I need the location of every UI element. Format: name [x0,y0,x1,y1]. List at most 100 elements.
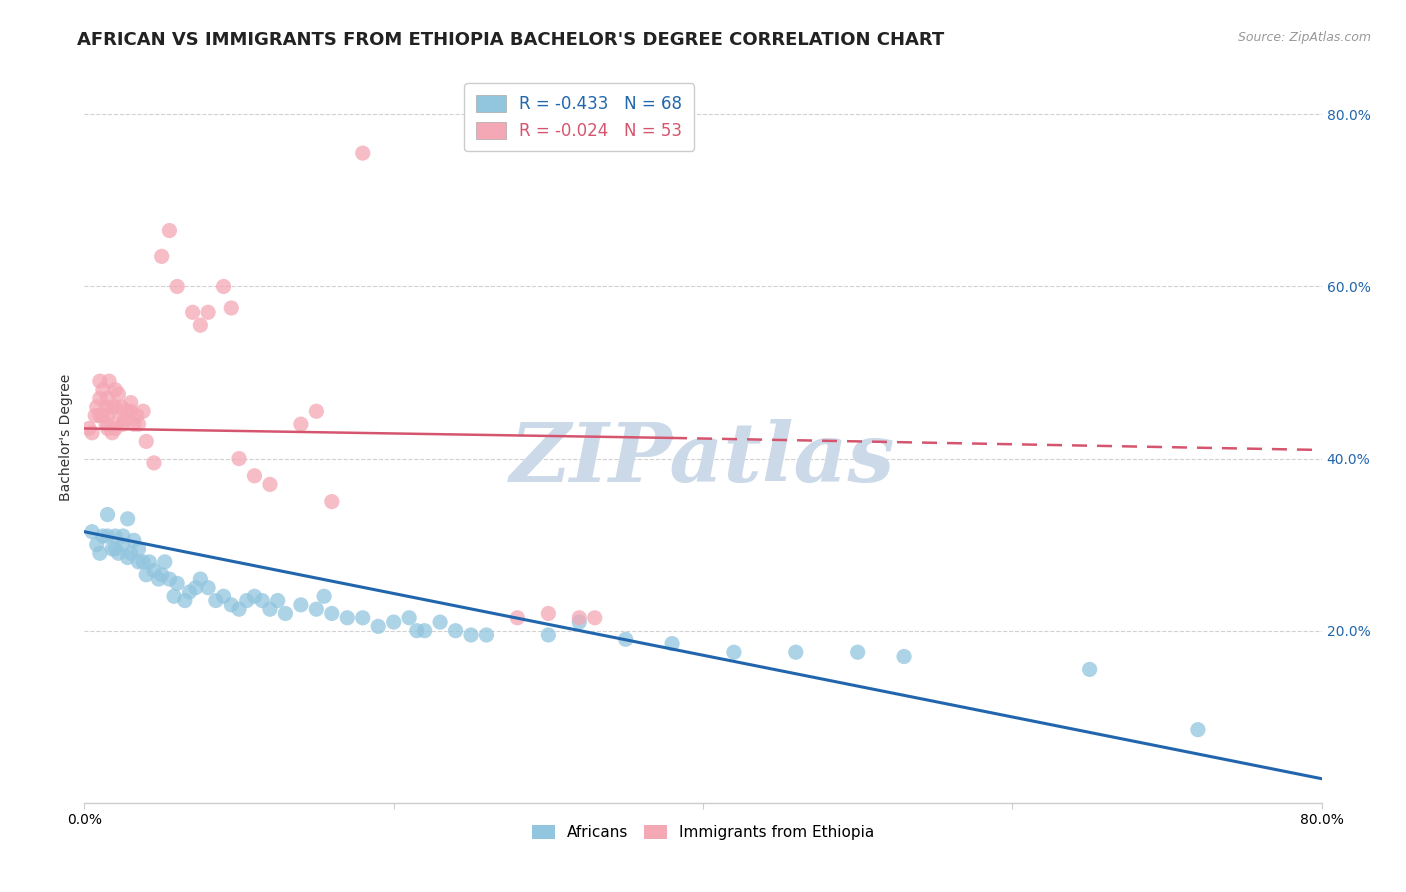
Point [96,508,118,522]
Point [184,581,207,595]
Point [120,404,142,418]
Point [86,400,108,414]
Point [82,524,104,539]
Point [219,598,242,612]
Point [661,637,683,651]
Point [382,615,405,629]
Point [219,301,242,315]
Point [91,409,114,423]
Point [205,593,228,607]
Point [110,400,132,414]
Point [104,383,127,397]
Point [127,541,149,556]
Point [94,400,117,414]
Point [135,567,157,582]
Point [132,555,155,569]
Point [96,421,118,435]
Point [336,611,359,625]
Point [89,374,111,388]
Point [104,421,127,435]
Point [212,279,235,293]
Text: ZIPatlas: ZIPatlas [510,419,896,499]
Point [228,451,250,466]
Point [785,645,807,659]
Point [112,417,135,432]
Point [274,607,297,621]
Point [444,624,467,638]
Point [94,417,117,432]
Point [104,529,127,543]
Point [107,387,129,401]
Point [352,146,374,161]
Point [197,305,219,319]
Point [104,400,127,414]
Point [127,417,149,432]
Point [197,581,219,595]
Point [143,564,166,578]
Point [125,409,148,423]
Point [367,619,389,633]
Point [96,392,118,406]
Point [1187,723,1209,737]
Point [568,611,591,625]
Point [290,417,312,432]
Point [112,538,135,552]
Point [82,425,104,440]
Point [537,607,560,621]
Point [212,589,235,603]
Point [267,593,290,607]
Point [413,624,436,638]
Point [174,593,197,607]
Point [352,611,374,625]
Point [101,541,124,556]
Point [429,615,451,629]
Point [159,223,180,237]
Point [122,417,145,432]
Point [188,572,211,586]
Point [1078,662,1101,676]
Point [96,529,118,543]
Point [243,589,266,603]
Point [104,541,127,556]
Point [506,611,529,625]
Point [84,409,107,423]
Point [846,645,869,659]
Point [89,546,111,560]
Point [166,279,188,293]
Point [117,512,139,526]
Point [228,602,250,616]
Legend: Africans, Immigrants from Ethiopia: Africans, Immigrants from Ethiopia [526,819,880,847]
Point [114,413,136,427]
Point [120,546,142,560]
Point [150,249,173,263]
Point [398,611,420,625]
Point [127,555,149,569]
Point [117,550,139,565]
Point [101,425,124,440]
Point [89,409,111,423]
Point [537,628,560,642]
Point [122,533,145,548]
Point [312,589,335,603]
Text: AFRICAN VS IMMIGRANTS FROM ETHIOPIA BACHELOR'S DEGREE CORRELATION CHART: AFRICAN VS IMMIGRANTS FROM ETHIOPIA BACH… [77,31,945,49]
Point [405,624,427,638]
Point [568,615,591,629]
Point [723,645,745,659]
Text: Source: ZipAtlas.com: Source: ZipAtlas.com [1237,31,1371,45]
Point [107,546,129,560]
Point [166,576,188,591]
Point [138,555,160,569]
Point [181,305,204,319]
Point [460,628,482,642]
Point [893,649,915,664]
Point [321,607,343,621]
Point [117,404,139,418]
Point [179,585,201,599]
Point [163,589,186,603]
Point [132,404,155,418]
Point [290,598,312,612]
Point [159,572,180,586]
Point [89,392,111,406]
Point [135,434,157,449]
Point [243,468,266,483]
